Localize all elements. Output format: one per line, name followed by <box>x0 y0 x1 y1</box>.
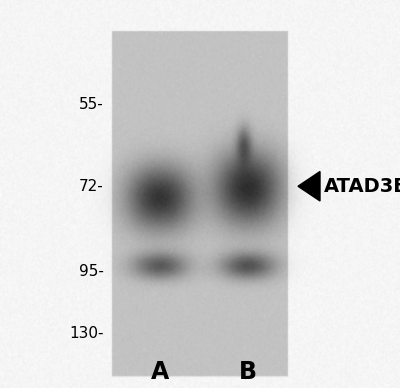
Text: 130-: 130- <box>70 326 104 341</box>
Text: ATAD3B: ATAD3B <box>324 177 400 196</box>
Text: 95-: 95- <box>79 264 104 279</box>
Text: B: B <box>239 360 257 385</box>
Text: 72-: 72- <box>79 179 104 194</box>
Polygon shape <box>298 171 320 201</box>
Text: A: A <box>151 360 169 385</box>
Text: 55-: 55- <box>79 97 104 112</box>
